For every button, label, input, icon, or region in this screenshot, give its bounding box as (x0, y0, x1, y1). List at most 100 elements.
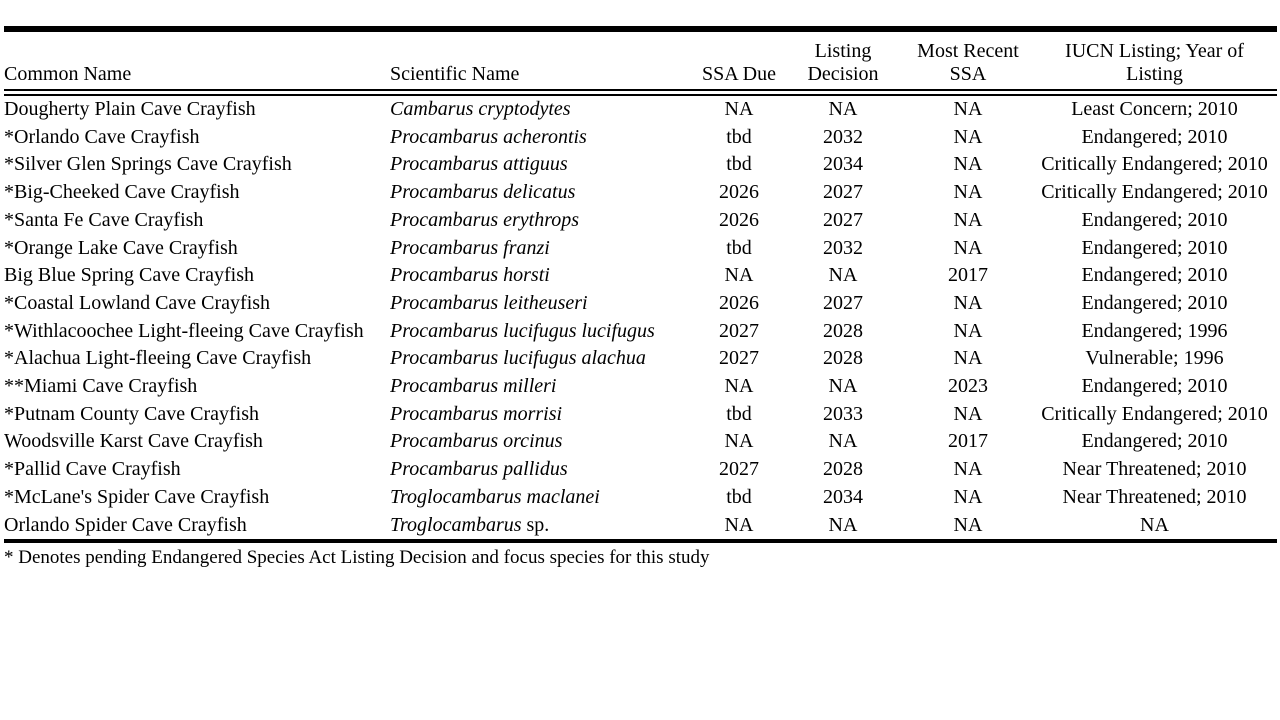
scientific-name-cell: Procambarus orcinus (390, 428, 696, 456)
most-recent-ssa-cell: 2023 (948, 375, 988, 398)
listing-decision-cell: 2028 (823, 319, 863, 342)
iucn-listing-cell: Endangered; 2010 (1081, 208, 1228, 231)
ssa-due-cell: NA (724, 264, 754, 287)
common-name-cell: *Coastal Lowland Cave Crayfish (4, 291, 271, 314)
common-name-cell: *Orange Lake Cave Crayfish (4, 236, 238, 259)
common-name-cell: *McLane's Spider Cave Crayfish (4, 485, 270, 508)
common-name-cell: *Santa Fe Cave Crayfish (4, 208, 204, 231)
scientific-name-italic: Procambarus milleri (390, 375, 557, 398)
most-recent-ssa-cell: NA (953, 513, 983, 536)
ssa-due-cell: tbd (726, 153, 752, 176)
ssa-due-cell: NA (724, 430, 754, 453)
scientific-name-italic: Procambarus acherontis (390, 125, 587, 148)
common-name-cell: *Big-Cheeked Cave Crayfish (4, 181, 240, 204)
iucn-listing-cell: Near Threatened; 2010 (1062, 458, 1247, 481)
listing-decision-cell: NA (828, 430, 858, 453)
ssa-due-cell: tbd (726, 236, 752, 259)
header-ssa-due-label: SSA Due (702, 63, 776, 85)
table-row: *Santa Fe Cave Crayfish Procambarus eryt… (4, 207, 1277, 235)
listing-decision-cell: 2028 (823, 458, 863, 481)
header-iucn-listing-line1: IUCN Listing; Year of (1065, 40, 1244, 62)
most-recent-ssa-cell: NA (953, 181, 983, 204)
iucn-listing-cell: Endangered; 1996 (1081, 319, 1228, 342)
header-scientific-name: Scientific Name (390, 29, 696, 96)
scientific-name-cell: Procambarus acherontis (390, 124, 696, 152)
scientific-name-italic: Troglocambarus maclanei (390, 485, 600, 508)
table-row: *Silver Glen Springs Cave Crayfish Proca… (4, 151, 1277, 179)
most-recent-ssa-cell: NA (953, 291, 983, 314)
table-row: **Miami Cave Crayfish Procambarus miller… (4, 373, 1277, 401)
table-row: *Putnam County Cave Crayfish Procambarus… (4, 401, 1277, 429)
scientific-name-cell: Troglocambarus sp. (390, 512, 696, 542)
ssa-due-cell: 2027 (719, 458, 759, 481)
ssa-due-cell: 2026 (719, 208, 759, 231)
scientific-name-cell: Procambarus leitheuseri (390, 290, 696, 318)
most-recent-ssa-cell: 2017 (948, 264, 988, 287)
table-row: Big Blue Spring Cave Crayfish Procambaru… (4, 262, 1277, 290)
iucn-listing-cell: Endangered; 2010 (1081, 264, 1228, 287)
header-iucn-listing-line2: Listing (1126, 63, 1183, 85)
scientific-name-italic: Procambarus erythrops (390, 208, 580, 231)
most-recent-ssa-cell: NA (953, 485, 983, 508)
listing-decision-cell: 2028 (823, 347, 863, 370)
iucn-listing-cell: Endangered; 2010 (1081, 375, 1228, 398)
table-row: *Big-Cheeked Cave Crayfish Procambarus d… (4, 179, 1277, 207)
table-row: *Coastal Lowland Cave Crayfish Procambar… (4, 290, 1277, 318)
most-recent-ssa-cell: NA (953, 402, 983, 425)
footnote: * Denotes pending Endangered Species Act… (4, 547, 710, 569)
ssa-due-cell: 2027 (719, 319, 759, 342)
ssa-due-cell: NA (724, 375, 754, 398)
ssa-due-cell: NA (724, 98, 754, 120)
common-name-cell: Orlando Spider Cave Crayfish (4, 513, 247, 536)
most-recent-ssa-cell: NA (953, 153, 983, 176)
table-row: *Orlando Cave Crayfish Procambarus acher… (4, 124, 1277, 152)
header-most-recent-ssa: Most Recent SSA (904, 29, 1032, 96)
common-name-cell: *Pallid Cave Crayfish (4, 458, 181, 481)
table-row: Dougherty Plain Cave Crayfish Cambarus c… (4, 93, 1277, 124)
listing-decision-cell: 2027 (823, 208, 863, 231)
header-listing-decision-line1: Listing (814, 40, 872, 62)
scientific-name-cell: Procambarus lucifugus lucifugus (390, 318, 696, 346)
iucn-listing-cell: Endangered; 2010 (1081, 291, 1228, 314)
species-table: Common Name Scientific Name SSA Due List… (4, 26, 1277, 544)
scientific-name-cell: Procambarus erythrops (390, 207, 696, 235)
listing-decision-cell: 2032 (823, 236, 863, 259)
header-row: Common Name Scientific Name SSA Due List… (4, 29, 1277, 96)
scientific-name-italic: Procambarus franzi (390, 236, 550, 259)
ssa-due-cell: NA (724, 513, 754, 536)
species-table-container: Common Name Scientific Name SSA Due List… (4, 26, 1277, 569)
scientific-name-italic: Procambarus horsti (390, 264, 550, 287)
header-scientific-name-label: Scientific Name (390, 63, 520, 85)
scientific-name-cell: Procambarus morrisi (390, 401, 696, 429)
scientific-name-italic: Procambarus leitheuseri (390, 291, 588, 314)
table-row: Orlando Spider Cave Crayfish Troglocamba… (4, 512, 1277, 542)
most-recent-ssa-cell: NA (953, 98, 983, 120)
listing-decision-cell: 2033 (823, 402, 863, 425)
common-name-cell: *Silver Glen Springs Cave Crayfish (4, 153, 292, 176)
ssa-due-cell: tbd (726, 485, 752, 508)
iucn-listing-cell: Least Concern; 2010 (1071, 98, 1238, 120)
common-name-cell: *Alachua Light-fleeing Cave Crayfish (4, 347, 312, 370)
header-common-name-label: Common Name (4, 63, 132, 85)
most-recent-ssa-cell: NA (953, 458, 983, 481)
most-recent-ssa-cell: NA (953, 347, 983, 370)
iucn-listing-cell: Critically Endangered; 2010 (1041, 402, 1268, 425)
scientific-name-italic: Procambarus delicatus (390, 181, 576, 204)
species-table-header: Common Name Scientific Name SSA Due List… (4, 29, 1277, 96)
scientific-name-italic: Procambarus orcinus (390, 430, 563, 453)
scientific-name-cell: Procambarus milleri (390, 373, 696, 401)
iucn-listing-cell: Endangered; 2010 (1081, 125, 1228, 148)
scientific-name-italic: Procambarus morrisi (390, 402, 563, 425)
scientific-name-cell: Procambarus pallidus (390, 456, 696, 484)
common-name-cell: Woodsville Karst Cave Crayfish (4, 430, 263, 453)
table-row: Woodsville Karst Cave Crayfish Procambar… (4, 428, 1277, 456)
iucn-listing-cell: Near Threatened; 2010 (1062, 485, 1247, 508)
listing-decision-cell: 2034 (823, 485, 863, 508)
common-name-cell: *Withlacoochee Light-fleeing Cave Crayfi… (4, 319, 364, 342)
listing-decision-cell: 2034 (823, 153, 863, 176)
common-name-cell: *Orlando Cave Crayfish (4, 125, 200, 148)
most-recent-ssa-cell: NA (953, 236, 983, 259)
scientific-name-italic: Procambarus lucifugus alachua (390, 347, 646, 370)
table-row: *McLane's Spider Cave Crayfish Troglocam… (4, 484, 1277, 512)
most-recent-ssa-cell: NA (953, 319, 983, 342)
